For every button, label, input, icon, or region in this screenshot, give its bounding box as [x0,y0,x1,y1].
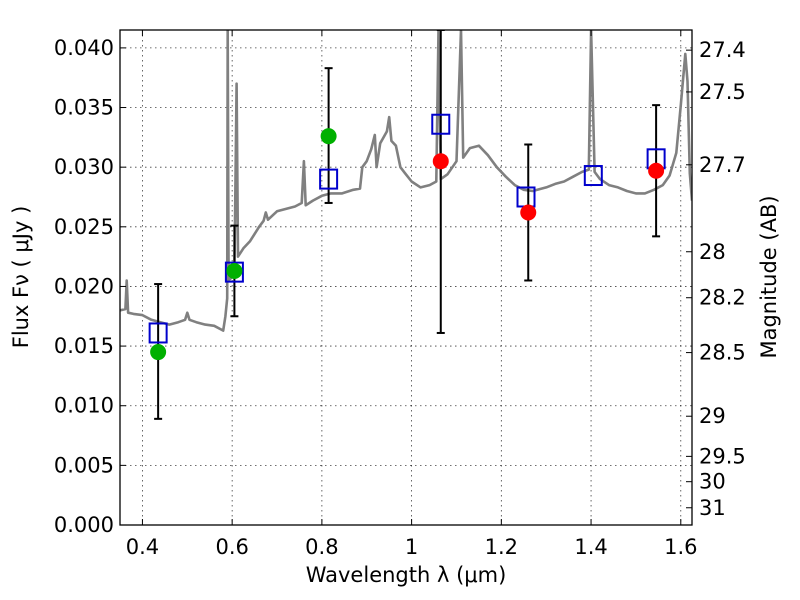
y2-tick-label: 27.4 [699,38,746,62]
photometry-point [226,262,243,279]
photometry-point [320,128,337,145]
model-square [319,168,339,190]
y2-tick-label: 31 [699,496,726,520]
y2-tick-label: 28.2 [699,286,746,310]
photometry-point [432,153,449,170]
x-tick-label: 0.4 [126,535,159,559]
y2-tick-label: 28.5 [699,341,746,365]
x-tick-label: 1.6 [664,535,697,559]
spectrum-line [120,30,692,332]
y2-axis-title: Magnitude (AB) [757,195,781,358]
y2-tick-label: 29 [699,404,726,428]
model-square [583,165,603,187]
y-tick-label: 0.020 [54,274,114,298]
x-tick-label: 1 [405,535,418,559]
x-tick-label: 0.8 [305,535,338,559]
x-axis-title: Wavelength λ (μm) [306,563,507,587]
model-square [224,261,244,283]
y-axis-title: Flux Fν ( μJy ) [9,206,33,349]
x-tick-label: 1.2 [485,535,518,559]
y-tick-label: 0.015 [54,334,114,358]
y2-tick-label: 30 [699,470,726,494]
data-layer [120,30,692,420]
y-tick-label: 0.025 [54,215,114,239]
x-tick-label: 0.6 [215,535,248,559]
x-tick-label: 1.4 [574,535,607,559]
y-tick-label: 0.005 [54,453,114,477]
axis-ticks: 0.4 0.6 0.8 1 1.2 1.4 1.6 0.000 0.005 0.010 0.015 0… [54,30,746,559]
y-tick-label: 0.030 [54,155,114,179]
photometry-point [520,204,537,221]
model-square [431,113,451,135]
y2-tick-label: 27.7 [699,153,746,177]
model-square [148,322,168,344]
y-tick-label: 0.010 [54,394,114,418]
plot-frame [119,29,693,526]
y2-tick-label: 29.5 [699,444,746,468]
y2-tick-label: 28 [699,240,726,264]
y2-tick-label: 27.5 [699,80,746,104]
grid-lines [120,30,692,526]
photometry-point [150,344,167,361]
photometry-point [648,162,665,179]
y-tick-label: 0.035 [54,96,114,120]
y-tick-label: 0.040 [54,36,114,60]
y-tick-label: 0.000 [54,513,114,537]
